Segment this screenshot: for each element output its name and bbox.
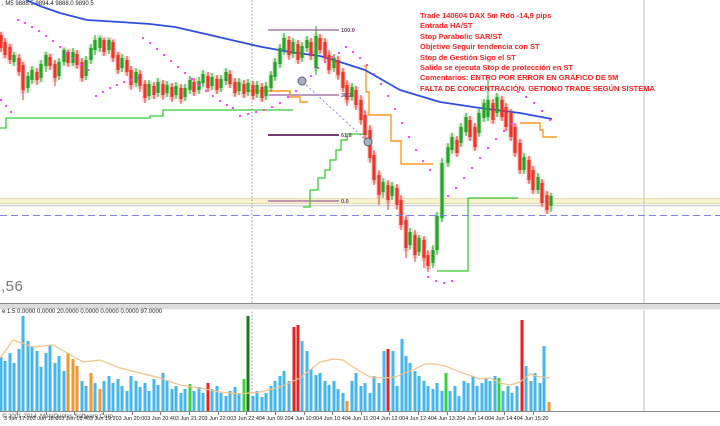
time-axis-tick [246,412,248,415]
time-axis-label: 3 Jun 20:00 [118,416,148,422]
time-axis-tick [188,412,190,415]
time-axis-tick [303,412,305,415]
time-axis-tick [360,412,362,415]
chart-title-ohlc: , M5 9888.5 9894.4 9888.0 9890.5 [2,1,94,7]
annotation-line: FALTA DE CONCENTRACIÓN. GETIONO TRADE SE… [420,83,655,93]
svg-text:38.2: 38.2 [341,93,352,99]
time-axis-tick [160,412,162,415]
time-axis-tick [131,412,133,415]
time-axis-tick [74,412,76,415]
annotation-line: Comentarios: ENTRO POR ERROR EN GRÁFICO … [420,73,619,83]
time-axis-label: 3 Jun 17:20 [4,416,33,422]
time-axis-label: 3 Jun 22:40 [233,416,262,422]
time-axis-label: 4 Jun 10:00 [290,416,320,422]
svg-text:100.0: 100.0 [341,28,355,34]
time-axis-tick [532,412,534,415]
entry-price-band [0,198,720,207]
time-axis-label: 4 Jun 14:00 [462,416,492,422]
time-axis-label: 4 Jun 12:00 [376,416,406,422]
annotation-line: Stop Parabolic SAR/ST [420,31,503,41]
volume-histogram [0,316,551,411]
time-axis-label: 3 Jun 18:00 [32,416,62,422]
supertrend-green-line [0,109,518,272]
trade-annotation-block: Trade 140604 DAX 5m Rdo -14,9 pips Entra… [420,11,655,94]
bid-price-display: ,56 [1,278,24,295]
time-axis-label: 3 Jun 22:00 [204,416,234,422]
time-axis-label: 4 Jun 15:20 [519,416,549,422]
time-axis-tick [17,412,18,415]
time-axis-tick [418,412,420,415]
time-axis-label: 3 Jun 20:40 [147,416,176,422]
annotation-line: Trade 140604 DAX 5m Rdo -14,9 pips [420,11,552,20]
indicator-window-label: e 1.5 0.0000 0.0000 20.0000 0.0000 0.000… [2,309,163,315]
time-axis-label: 3 Jun 19:20 [89,416,119,422]
time-axis-tick [475,412,477,415]
vertical-separator-line [251,0,645,411]
time-axis-tick [217,412,219,415]
time-axis-separator [0,411,720,412]
trade-markers [297,76,373,147]
time-axis-label: 4 Jun 11:20 [347,416,377,422]
time-axis-tick [446,412,448,415]
time-axis-label: 3 Jun 18:40 [61,416,91,422]
svg-text:0.0: 0.0 [341,199,349,205]
time-axis-tick [504,412,506,415]
time-axis-label: 3 Jun 21:20 [175,416,205,422]
time-axis-tick [274,412,276,415]
annotation-line: Entrada HA/ST [420,21,473,31]
fibonacci-levels [268,29,339,202]
annotation-line: Objetivo Seguir tendencia con ST [420,42,540,52]
copyright-label: © 2001-2014, MetaQuotes Software Corp. [2,414,115,420]
time-axis-label: 4 Jun 12:40 [405,416,434,422]
fibonacci-labels: 100.0 38.2 61.8 0.0 [341,28,355,205]
volume-signal-line [0,339,551,395]
supertrend-orange-line [249,65,557,165]
time-axis-tick [45,412,47,415]
time-axis-label: 4 Jun 14:40 [491,416,520,422]
parabolic-sar-dots [0,18,552,285]
candlesticks [0,26,553,272]
svg-text:61.8: 61.8 [341,133,352,139]
time-axis-tick [332,412,334,415]
time-axis-label: 4 Jun 09:20 [261,416,291,422]
time-axis-label: 4 Jun 13:20 [433,416,463,422]
time-axis-label: 4 Jun 10:40 [319,416,348,422]
annotation-line: Stop de Gestión Sigo el ST [420,52,516,62]
moving-average-line [25,0,553,120]
annotation-line: Salida se ejecuta Stop de protección en … [420,63,573,73]
pane-separator[interactable] [0,303,720,310]
time-axis-tick [102,412,104,415]
time-axis-tick [389,412,391,415]
